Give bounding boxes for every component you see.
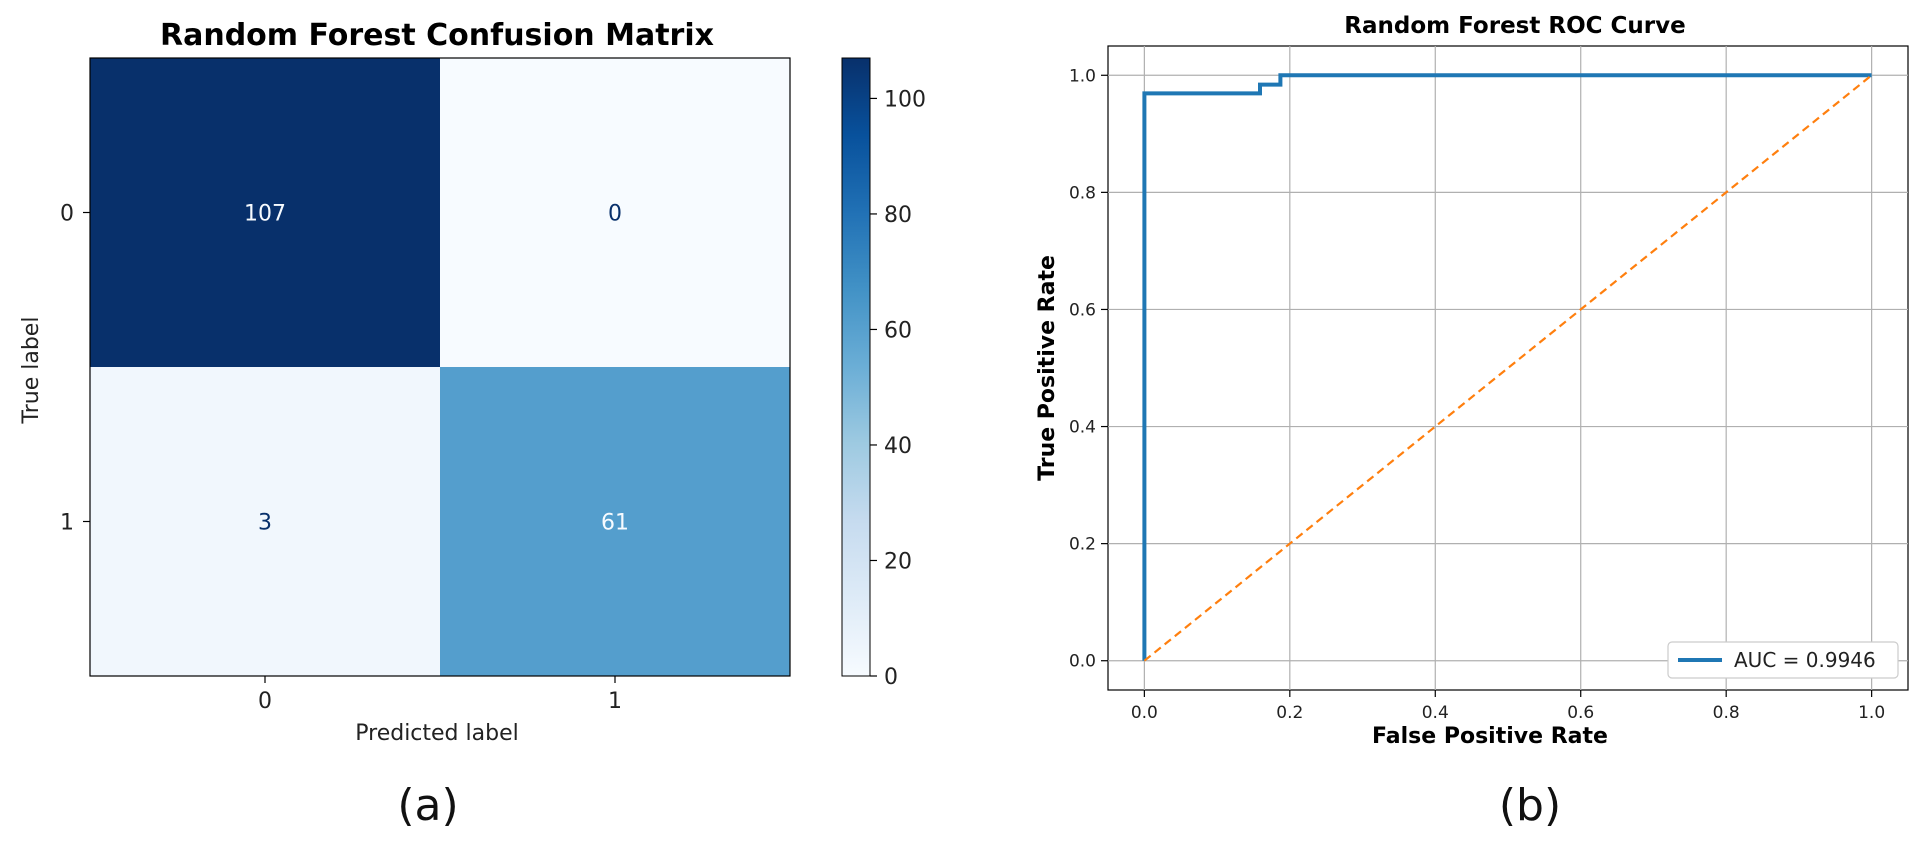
cm-x-tick-label-0: 0 <box>258 689 272 714</box>
roc-y-tick-label-0: 0.0 <box>1069 652 1096 672</box>
cm-x-axis-label: Predicted label <box>355 721 518 746</box>
cm-cell-0-0 <box>90 58 440 367</box>
roc-legend: AUC = 0.9946 <box>1667 641 1899 679</box>
roc-x-tick-label-0.4: 0.4 <box>1422 703 1449 723</box>
roc-curve-panel: Random Forest ROC Curve 0.0 0.2 0.4 0.6 0.8 1… <box>1035 13 1909 749</box>
colorbar-ticks: 0 20 40 60 80 100 <box>870 87 926 690</box>
roc-y-ticks: 0.0 0.2 0.4 0.6 0.8 1.0 <box>1069 66 1108 672</box>
legend-box <box>1667 641 1899 679</box>
confusion-matrix-title: Random Forest Confusion Matrix <box>160 18 714 53</box>
roc-x-tick-label-1: 1.0 <box>1858 703 1885 723</box>
roc-curve-line <box>1142 73 1872 661</box>
colorbar-tick-label-100: 100 <box>884 87 926 112</box>
colorbar-tick-label-80: 80 <box>884 203 912 228</box>
roc-title: Random Forest ROC Curve <box>1344 13 1685 39</box>
roc-x-axis-label: False Positive Rate <box>1372 724 1608 749</box>
colorbar-tick-label-60: 60 <box>884 318 912 343</box>
cm-x-tick-label-1: 1 <box>608 689 622 714</box>
roc-series <box>1142 73 1873 662</box>
colorbar-tick-label-0: 0 <box>884 665 898 690</box>
roc-y-tick-label-0.4: 0.4 <box>1069 418 1096 438</box>
cm-frame <box>89 57 791 677</box>
cm-y-ticks: 01 <box>60 202 90 536</box>
roc-y-tick-label-0.8: 0.8 <box>1069 183 1096 203</box>
roc-x-ticks: 0.0 0.2 0.4 0.6 0.8 1.0 <box>1131 690 1885 723</box>
roc-y-tick-label-0.2: 0.2 <box>1069 535 1096 555</box>
cm-cell-value-0-0: 107 <box>244 202 286 227</box>
roc-y-tick-label-1: 1.0 <box>1069 66 1096 86</box>
cm-cell-1-1 <box>440 367 790 676</box>
caption-a: (a) <box>397 780 459 831</box>
confusion-matrix-cells: 107 0 3 61 <box>89 57 791 677</box>
cm-colorbar: 0 20 40 60 80 100 <box>841 57 926 690</box>
roc-x-tick-label-0.8: 0.8 <box>1713 703 1740 723</box>
caption-b: (b) <box>1498 780 1562 831</box>
roc-x-tick-label-0: 0.0 <box>1131 703 1158 723</box>
cm-cell-value-0-1: 0 <box>608 202 622 227</box>
roc-x-tick-label-0.2: 0.2 <box>1276 703 1303 723</box>
cm-y-tick-label-1: 1 <box>60 511 74 536</box>
colorbar-gradient <box>841 57 871 677</box>
roc-y-axis-label: True Positive Rate <box>1035 255 1060 481</box>
cm-y-axis-label: True label <box>19 317 44 425</box>
roc-x-tick-label-0.6: 0.6 <box>1567 703 1594 723</box>
cm-cell-value-1-0: 3 <box>258 511 272 536</box>
cm-cell-1-0 <box>90 367 440 676</box>
roc-y-tick-label-0.6: 0.6 <box>1069 300 1096 320</box>
confusion-matrix-panel: Random Forest Confusion Matrix 107 0 3 61 0… <box>19 18 926 746</box>
cm-cell-value-1-1: 61 <box>601 511 629 536</box>
legend-label-auc: AUC = 0.9946 <box>1734 648 1876 672</box>
cm-y-tick-label-0: 0 <box>60 202 74 227</box>
colorbar-tick-label-40: 40 <box>884 434 912 459</box>
colorbar-tick-label-20: 20 <box>884 549 912 574</box>
cm-cell-0-1 <box>440 58 790 367</box>
